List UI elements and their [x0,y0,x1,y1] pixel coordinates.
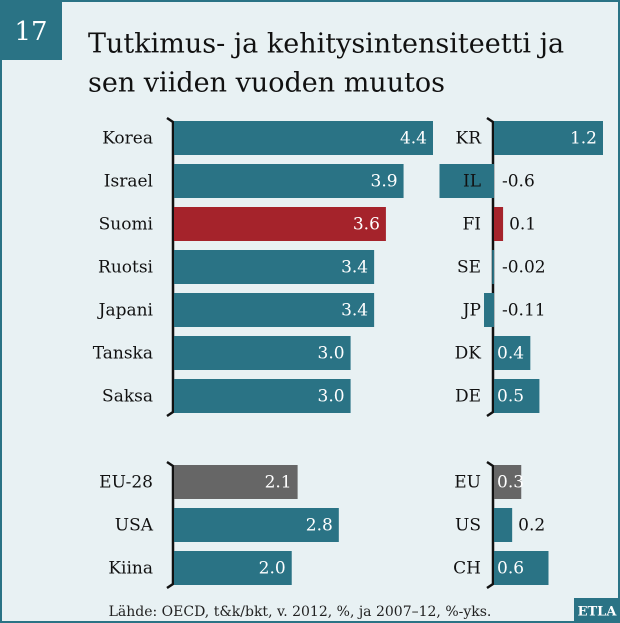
value-label: 1.2 [570,129,597,149]
chart-title: sen viiden vuoden muutos [88,68,445,99]
value-label: 0.6 [497,559,524,579]
value-label: -0.6 [502,172,535,192]
value-label: 0.4 [497,344,524,364]
category-label: SE [457,258,481,278]
category-label: Kiina [108,559,153,579]
bar [174,250,375,284]
category-label: US [455,516,481,536]
bar [174,336,351,370]
category-label: EU [454,473,481,493]
category-label: FI [462,215,481,235]
axis-bracket [166,460,175,590]
bar [494,465,522,499]
category-label: IL [463,172,481,192]
bar [174,121,433,155]
category-label: Suomi [99,215,154,235]
category-label: Japani [97,301,154,321]
bar [174,207,386,241]
value-label: 3.6 [353,215,380,235]
value-label: 0.3 [497,473,524,493]
chart-title: Tutkimus- ja kehitysintensiteetti ja [88,29,564,60]
category-label: JP [461,301,481,321]
axis-bracket [486,460,495,590]
bar [174,465,298,499]
figure-number: 17 [14,17,47,47]
category-label: USA [115,516,154,536]
bar [484,293,494,327]
bar [174,164,404,198]
category-label: CH [453,559,481,579]
figure-badge [0,0,62,60]
value-label: 2.0 [259,559,286,579]
category-label: Tanska [93,344,153,364]
bar [494,508,513,542]
bar [494,336,531,370]
value-label: 0.5 [497,387,524,407]
category-label: EU-28 [99,473,153,493]
value-label: 0.2 [518,516,545,536]
value-label: -0.11 [502,301,546,321]
bar [492,250,494,284]
category-label: Saksa [102,387,153,407]
bar [174,508,339,542]
category-label: DE [455,387,481,407]
value-label: 2.1 [265,473,292,493]
bar [174,551,292,585]
bar [174,379,351,413]
source-note: Lähde: OECD, t&k/bkt, v. 2012, %, ja 200… [109,604,492,620]
value-label: 3.0 [318,387,345,407]
category-label: Israel [104,172,153,192]
bar [494,207,504,241]
bar [494,551,549,585]
value-label: 3.4 [341,301,368,321]
value-label: 3.4 [341,258,368,278]
axis-bracket [166,116,175,418]
value-label: 3.0 [318,344,345,364]
value-label: 2.8 [306,516,333,536]
category-label: Ruotsi [98,258,154,278]
value-label: 3.9 [371,172,398,192]
value-label: -0.02 [502,258,546,278]
bar [494,379,540,413]
logo-box [574,598,620,623]
value-label: 4.4 [400,129,427,149]
bar [174,293,375,327]
category-label: Korea [102,129,153,149]
category-label: DK [455,344,482,364]
category-label: KR [456,129,483,149]
value-label: 0.1 [509,215,536,235]
bar [494,121,603,155]
logo: ETLA [578,605,618,620]
bar [439,164,494,198]
